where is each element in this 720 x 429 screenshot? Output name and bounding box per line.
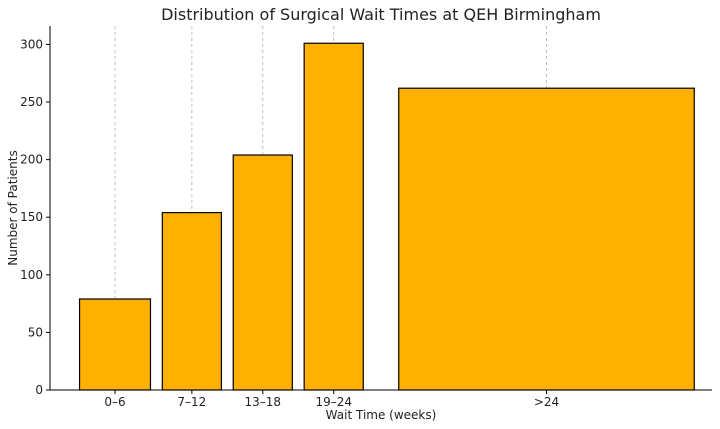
x-tick-label-1: 7–12 — [177, 395, 206, 409]
y-tick-label-2: 100 — [20, 268, 43, 282]
y-ticks: 0 50 100 150 200 250 300 — [20, 37, 50, 397]
y-tick-label-1: 50 — [28, 325, 43, 339]
x-tick-label-3: 19–24 — [315, 395, 352, 409]
x-tick-label-0: 0–6 — [104, 395, 125, 409]
x-axis-label: Wait Time (weeks) — [326, 408, 437, 422]
y-tick-label-6: 300 — [20, 37, 43, 51]
y-tick-label-5: 250 — [20, 95, 43, 109]
bar-2 — [232, 154, 293, 391]
x-ticks: 0–6 7–12 13–18 19–24 >24 — [104, 390, 559, 409]
chart-title: Distribution of Surgical Wait Times at Q… — [161, 5, 601, 24]
y-tick-label-4: 200 — [20, 153, 43, 167]
x-tick-label-4: >24 — [534, 395, 559, 409]
y-tick-label-3: 150 — [20, 210, 43, 224]
bar-4 — [398, 87, 695, 391]
bar-1 — [161, 212, 223, 391]
axes — [49, 26, 712, 391]
y-tick-label-0: 0 — [35, 383, 43, 397]
y-axis-label: Number of Patients — [6, 150, 20, 265]
x-tick-label-2: 13–18 — [245, 395, 282, 409]
bar-3 — [303, 42, 364, 391]
bars — [78, 42, 695, 391]
bar-0 — [78, 298, 152, 391]
